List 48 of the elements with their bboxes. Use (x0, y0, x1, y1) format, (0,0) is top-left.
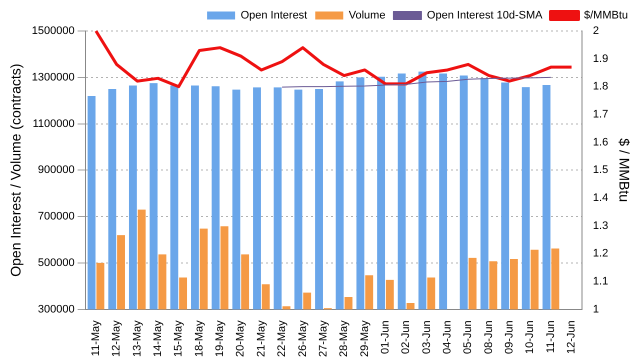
y2-tick-label: 1.4 (592, 192, 608, 204)
y2-axis-title: $ / MMBtu (616, 138, 633, 202)
x-tick-label: 18-May (193, 320, 206, 358)
x-tick-label: 26-May (296, 320, 309, 358)
y2-tick-label: 2 (592, 25, 600, 38)
x-tick-label: 12-May (110, 320, 123, 358)
y-tick-label: 1100000 (32, 118, 75, 130)
x-tick-label: 04-Jun (442, 320, 454, 354)
y-tick-label: 1300000 (32, 71, 75, 84)
legend-label: Open Interest (240, 10, 308, 22)
x-tick-label: 20-May (234, 320, 247, 358)
x-tick-label: 19-May (214, 320, 226, 358)
y-axis-title: Open Interest / Volume (contracts) (7, 64, 24, 277)
y-tick-label: 300000 (38, 303, 75, 316)
x-tick-label: 13-May (131, 320, 144, 358)
y-tick-label: 1500000 (32, 25, 75, 38)
y-tick-label: 700000 (38, 210, 75, 223)
legend-label: Open Interest 10d-SMA (426, 10, 544, 22)
x-tick-label: 10-Jun (524, 320, 536, 354)
legend-label: $/MMBtu (584, 10, 628, 22)
x-tick-label: 28-May (338, 320, 350, 358)
x-tick-label: 22-May (276, 320, 288, 358)
x-tick-label: 09-Jun (504, 320, 516, 354)
x-tick-label: 11-May (90, 320, 102, 356)
y2-tick-label: 1.5 (592, 164, 608, 176)
x-tick-label: 08-Jun (482, 320, 495, 354)
x-tick-label: 03-Jun (420, 320, 433, 354)
y-tick-label: 900000 (38, 164, 75, 176)
y2-tick-label: 1.1 (592, 276, 608, 288)
legend-label: Volume (348, 10, 386, 22)
x-tick-label: 29-May (358, 320, 371, 358)
x-tick-label: 14-May (152, 320, 164, 358)
y2-tick-label: 1.9 (592, 52, 608, 65)
y2-tick-label: 1.8 (592, 80, 608, 93)
x-tick-label: 15-May (172, 320, 185, 358)
x-tick-label: 21-May (255, 320, 268, 358)
y2-tick-label: 1.3 (592, 220, 608, 232)
x-tick-label: 12-Jun (566, 320, 578, 354)
y-tick-label: 500000 (38, 256, 75, 269)
y2-tick-label: 1.7 (592, 108, 608, 121)
x-tick-label: 01-Jun (379, 320, 392, 354)
y2-tick-label: 1 (592, 303, 600, 316)
x-tick-label: 05-Jun (462, 320, 474, 354)
x-tick-label: 02-Jun (400, 320, 412, 354)
x-tick-label: 27-May (317, 320, 330, 358)
x-tick-label: 11-Jun (544, 320, 557, 354)
y2-tick-label: 1.2 (592, 248, 608, 260)
y2-tick-label: 1.6 (592, 136, 608, 148)
